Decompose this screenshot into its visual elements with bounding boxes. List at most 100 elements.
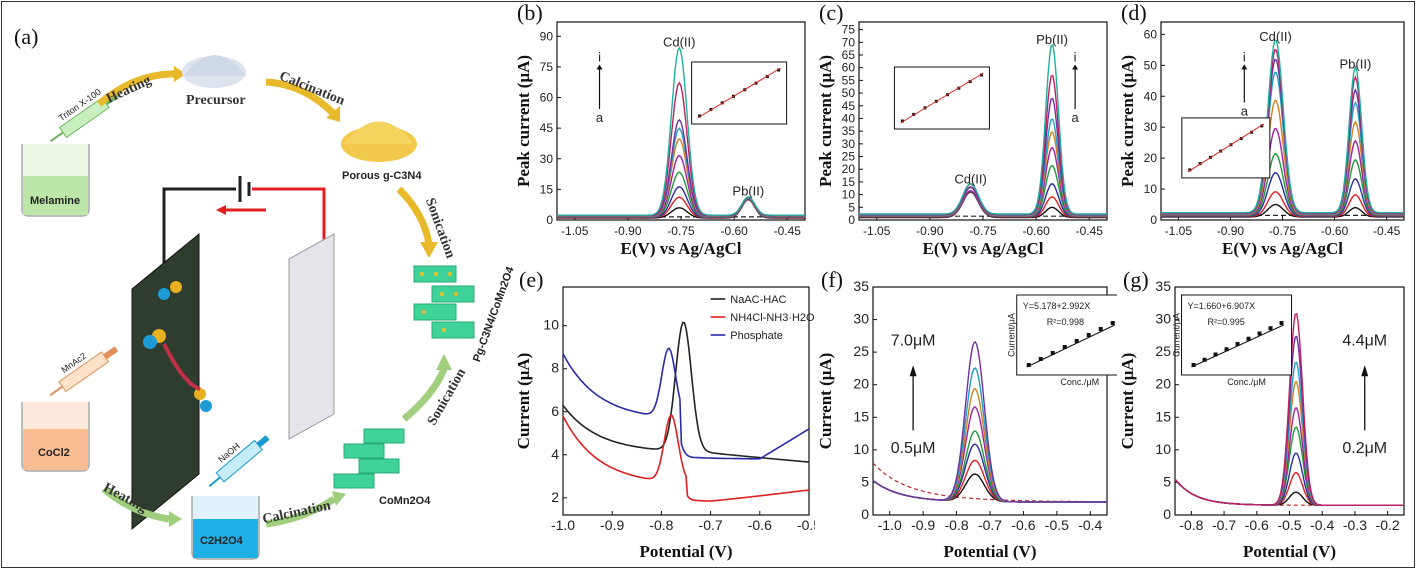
arrow-label-a: a: [596, 110, 604, 125]
sonication-arrow-mid: [401, 367, 448, 422]
panel-label-b: (b): [517, 4, 543, 25]
x-axis-label: Potential (V): [639, 542, 732, 561]
naoh-syringe-icon: NaOH: [208, 435, 270, 488]
x-tick-label: -0.6: [1245, 517, 1269, 533]
inset-xlabel: Conc./μM: [1060, 377, 1099, 387]
data-curve-0: [562, 321, 810, 463]
inset-point: [1188, 168, 1192, 172]
cocl2-beaker-icon: CoCl2: [21, 402, 90, 472]
y-tick-label: 55: [842, 73, 856, 87]
legend-entry: Phosphate: [730, 330, 783, 342]
y-tick-label: 90: [540, 29, 554, 43]
x-tick-label: -0.5: [797, 517, 815, 533]
inset-r2: R²=0.998: [1047, 317, 1084, 327]
y-tick-label: 20: [853, 376, 869, 392]
y-tick-label: 10: [1144, 182, 1158, 196]
conc-label-high: 7.0μM: [891, 333, 936, 350]
peak-label-cd: Cd(II): [663, 35, 696, 50]
inset-frame: [1016, 294, 1117, 376]
y-tick-label: 0: [1150, 213, 1157, 227]
x-tick-label: -0.60: [1321, 224, 1349, 238]
y-tick-label: 60: [842, 61, 856, 75]
chart-d: -1.05 -0.90 -0.75 -0.60 -0.45 0 10 20 30 40 50 60 E(…: [1119, 4, 1405, 258]
x-tick-label: -0.60: [1022, 224, 1050, 238]
inset-r2: R²=0.995: [1208, 317, 1245, 327]
peak-label-pb: Pb(II): [1036, 32, 1068, 47]
y-axis-label: Current (μA): [1119, 353, 1137, 450]
chart-b: -1.05 -0.90 -0.75 -0.60 -0.45 0 15 30 45 60 75 90 E(…: [515, 4, 806, 258]
x-tick-label: -0.8: [945, 517, 969, 533]
inset-frame: [1181, 117, 1271, 179]
y-tick-label: 75: [540, 60, 554, 74]
counter-electrode-icon: [288, 233, 335, 440]
heating-arrow-bottom: [101, 486, 170, 523]
y-tick-label: 0: [848, 213, 855, 227]
data-curve: [859, 118, 1107, 216]
arrow-head: [1072, 64, 1079, 70]
panel-label-a: (a): [14, 24, 38, 49]
calcination-label-bottom: Calcination: [261, 498, 332, 527]
peak-label-cd: Cd(II): [1259, 29, 1292, 44]
inset-fit-line: [900, 72, 984, 124]
x-tick-label: -0.8: [1179, 517, 1203, 533]
y-tick-label: 50: [842, 86, 856, 100]
y-tick-label: 4: [551, 446, 559, 462]
inset-point: [1086, 333, 1091, 337]
arrow-label-a: a: [1241, 103, 1249, 118]
heating-arrow-top: [96, 70, 175, 107]
calcination-arrow-top: [265, 78, 337, 117]
y-tick-label: 70: [842, 35, 856, 49]
x-tick-label: -1.05: [1165, 224, 1193, 238]
panel-label-d: (d): [1121, 4, 1147, 25]
inset-point: [1110, 321, 1115, 325]
legend-entry: NaAC-HAC: [730, 294, 786, 306]
y-tick-label: 5: [848, 200, 855, 214]
x-tick-label: -0.5: [1277, 517, 1301, 533]
x-tick-label: -0.45: [1373, 224, 1401, 238]
heating-label-top: Heating: [104, 73, 153, 107]
inset-ylabel: Current/μA: [1172, 313, 1182, 357]
x-tick-label: -0.7: [978, 517, 1002, 533]
y-tick-label: 30: [1155, 311, 1171, 327]
y-tick-label: 30: [853, 311, 869, 327]
inset-frame: [1181, 294, 1293, 376]
y-tick-label: 35: [853, 278, 869, 294]
inset-point: [1050, 351, 1055, 355]
legend-entry: NH4Cl-NH3·H2O: [730, 312, 815, 324]
x-tick-label: -0.60: [720, 224, 748, 238]
precursor-label: Precursor: [186, 93, 246, 108]
inset-point: [1268, 326, 1273, 331]
x-tick-label: -0.7: [1212, 517, 1236, 533]
arrow-label-i: i: [598, 50, 601, 65]
inset-fit-line: [697, 67, 781, 119]
melamine-beaker-icon: Melamine: [21, 144, 90, 217]
inset-fit-line: [1026, 324, 1115, 368]
y-axis-label: Current (μA): [817, 353, 835, 450]
x-tick-label: -0.7: [699, 517, 723, 533]
inset-fit-line: [1191, 324, 1284, 368]
chart-f: -1.0 -0.9 -0.8 -0.7 -0.6 -0.5 -0.4 0 5 10 15 20 25 30…: [817, 267, 1117, 561]
x-axis-label: E(V) vs Ag/AgCl: [621, 239, 742, 258]
y-tick-label: 75: [842, 23, 856, 37]
baseline-curve: [1174, 478, 1404, 506]
x-tick-label: -0.6: [748, 517, 772, 533]
arrow-head: [1241, 64, 1248, 70]
data-curve: [1174, 478, 1404, 506]
composite-blocks-icon: [413, 265, 475, 339]
inset-point: [1246, 336, 1251, 341]
data-curve: [859, 43, 1107, 215]
y-tick-label: 40: [842, 111, 856, 125]
c2h2o4-beaker-icon: C2H2O4: [191, 496, 260, 560]
y-axis-label: Current (μA): [515, 353, 533, 450]
x-tick-label: -0.3: [1343, 517, 1367, 533]
sonication-arrow-right: [396, 186, 433, 245]
inset-point: [1213, 352, 1218, 357]
composite-label: Pg-C3N4/CoMn2O4: [471, 265, 514, 364]
x-tick-label: -0.5: [1045, 517, 1069, 533]
x-tick-label: -0.45: [774, 224, 802, 238]
inset-point: [900, 119, 904, 123]
x-tick-label: -0.75: [667, 224, 695, 238]
x-tick-label: -0.75: [1269, 224, 1297, 238]
y-tick-label: 10: [543, 317, 559, 333]
